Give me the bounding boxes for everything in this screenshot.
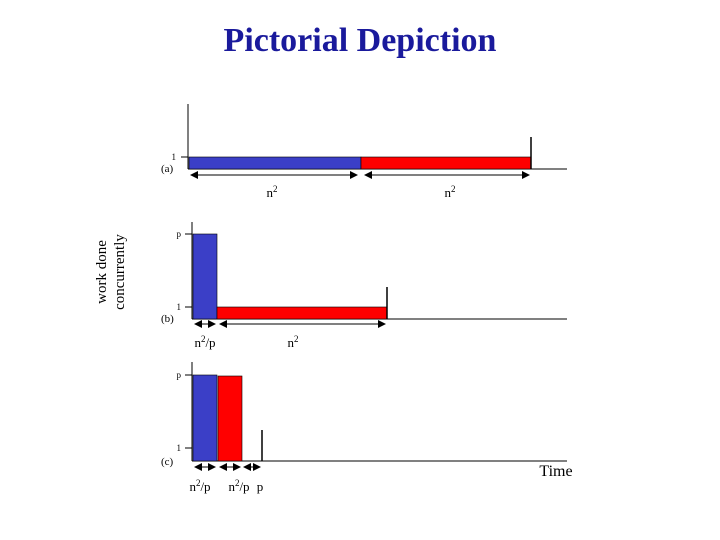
panel-b: p 1 (b) n2/p n2 bbox=[161, 222, 567, 350]
panel-c-blue-bar bbox=[192, 374, 218, 462]
y-axis-label-line2: concurrently bbox=[112, 234, 128, 310]
y-axis-label-line1: work done bbox=[94, 240, 110, 304]
panel-b-tag: (b) bbox=[161, 313, 174, 325]
panel-b-blue-bar bbox=[192, 233, 218, 320]
panel-a-tick-1-label: 1 bbox=[172, 152, 177, 162]
x-axis-label: Time bbox=[539, 463, 572, 480]
panel-a-seg2-label: n2 bbox=[445, 184, 456, 200]
panel-b-tick-1-label: 1 bbox=[177, 302, 182, 312]
slide-title: Pictorial Depiction bbox=[223, 22, 497, 59]
panel-c-seg2-label: n2/p bbox=[228, 478, 249, 494]
panel-c-seg3-label: p bbox=[257, 479, 264, 494]
panel-a: 1 (a) n2 n2 bbox=[161, 104, 567, 200]
panel-c-tag: (c) bbox=[161, 456, 174, 468]
panel-c-tick-p-label: p bbox=[177, 370, 182, 380]
panel-b-seg2-label: n2 bbox=[288, 334, 299, 350]
panel-a-blue-bar bbox=[188, 156, 362, 170]
panel-c-tick-1-label: 1 bbox=[177, 443, 182, 453]
panel-a-tag: (a) bbox=[161, 163, 174, 175]
panel-c: p 1 (c) n2/p n2/p p bbox=[161, 362, 567, 494]
panel-a-red-bar bbox=[360, 156, 532, 170]
panel-b-red-bar bbox=[216, 306, 388, 320]
panel-a-seg1-label: n2 bbox=[267, 184, 278, 200]
panel-c-seg1-label: n2/p bbox=[189, 478, 210, 494]
panel-b-seg1-label: n2/p bbox=[194, 334, 215, 350]
panel-b-tick-p-label: p bbox=[177, 229, 182, 239]
panel-c-red-bar bbox=[217, 375, 243, 462]
